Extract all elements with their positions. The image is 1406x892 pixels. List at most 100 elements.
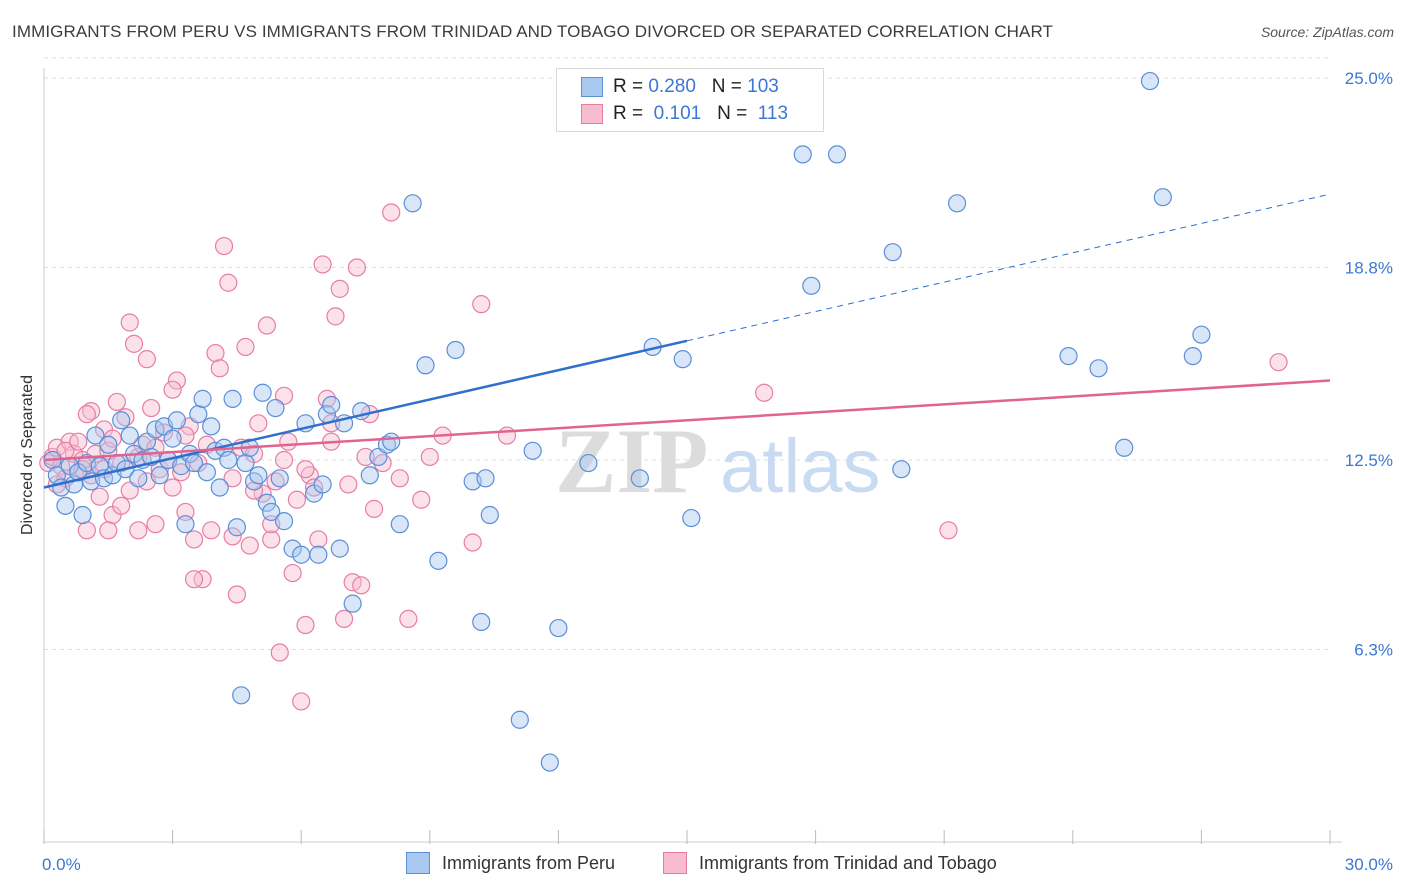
peru-point bbox=[150, 466, 169, 485]
peru-point bbox=[390, 515, 409, 534]
peru-point bbox=[403, 194, 422, 213]
trinidad-point bbox=[364, 499, 384, 518]
source-label: Source: ZipAtlas.com bbox=[1260, 24, 1394, 40]
legend-n-label: N = bbox=[717, 103, 748, 124]
peru-point bbox=[1183, 346, 1202, 366]
trinidad-point bbox=[210, 359, 229, 378]
peru-point bbox=[579, 453, 598, 473]
y-tick-label: 25.0% bbox=[1345, 69, 1393, 88]
legend-row-trinidad: R = 0.101 N = 113 bbox=[581, 102, 788, 126]
peru-point bbox=[793, 145, 812, 164]
trinidad-point bbox=[755, 383, 774, 402]
legend-r-label: R = bbox=[613, 76, 644, 97]
x-tick-label: 0.0% bbox=[42, 855, 81, 874]
trinidad-point bbox=[939, 521, 958, 540]
trinidad-point bbox=[313, 255, 332, 274]
watermark-zip: ZIP bbox=[555, 410, 708, 512]
trinidad-point bbox=[347, 258, 367, 277]
trinidad-point bbox=[142, 398, 161, 418]
trend-lines bbox=[43, 193, 1331, 489]
trinidad-point bbox=[184, 570, 204, 589]
trinidad-point bbox=[184, 530, 204, 549]
trinidad-point bbox=[309, 530, 328, 549]
y-tick-label: 6.3% bbox=[1354, 640, 1393, 659]
peru-point bbox=[99, 435, 118, 454]
legend-swatch-trinidad bbox=[581, 104, 603, 124]
trinidad-point bbox=[223, 469, 242, 488]
peru-point bbox=[266, 398, 285, 418]
trinidad-point bbox=[77, 405, 96, 424]
peru-point bbox=[416, 356, 435, 375]
trinidad-point bbox=[1269, 353, 1288, 372]
peru-point bbox=[253, 383, 272, 402]
bottom-legend: Immigrants from Peru Immigrants from Tri… bbox=[0, 852, 1406, 878]
trinidad-point bbox=[326, 307, 345, 326]
peru-point bbox=[189, 405, 208, 424]
trinidad-point bbox=[249, 414, 268, 433]
peru-point bbox=[630, 469, 649, 488]
peru-point bbox=[549, 618, 568, 638]
x-tick-label: 30.0% bbox=[1345, 855, 1393, 874]
peru-point bbox=[202, 417, 221, 436]
trinidad-point bbox=[399, 609, 418, 629]
trinidad-point bbox=[236, 337, 255, 357]
peru-point bbox=[236, 453, 255, 473]
bottom-legend-swatch-peru bbox=[406, 852, 430, 874]
trinidad-point bbox=[330, 279, 349, 298]
peru-point bbox=[210, 478, 229, 497]
peru-point bbox=[232, 686, 251, 705]
peru-point bbox=[262, 502, 281, 522]
peru-point bbox=[1115, 438, 1134, 457]
y-tick-label: 18.8% bbox=[1345, 258, 1393, 277]
trinidad-point bbox=[283, 563, 302, 583]
bottom-legend-swatch-trinidad bbox=[663, 852, 687, 874]
trinidad-point bbox=[112, 496, 131, 515]
peru-point bbox=[330, 539, 349, 558]
peru-point bbox=[523, 441, 542, 460]
trinidad-point bbox=[296, 615, 315, 635]
peru-point bbox=[446, 340, 465, 360]
peru-point bbox=[322, 395, 341, 415]
trinidad-point bbox=[382, 203, 401, 222]
trinidad-point bbox=[219, 273, 238, 292]
peru-point bbox=[56, 496, 75, 515]
trinidad-point bbox=[146, 515, 165, 534]
trinidad-point bbox=[163, 478, 182, 497]
trinidad-point bbox=[352, 576, 371, 595]
peru-point bbox=[120, 426, 139, 445]
peru-point bbox=[274, 512, 294, 531]
legend-r-label: R = bbox=[613, 103, 644, 124]
bottom-legend-trinidad: Immigrants from Trinidad and Tobago bbox=[663, 852, 997, 874]
series-trinidad-points bbox=[39, 203, 1288, 711]
peru-point bbox=[892, 460, 911, 479]
peru-point bbox=[429, 551, 448, 570]
peru-point bbox=[197, 463, 216, 482]
tick-labels: 25.0% 18.8% 12.5% 6.3% 0.0% 30.0% bbox=[42, 69, 1393, 874]
peru-point bbox=[510, 710, 529, 729]
trinidad-point bbox=[202, 521, 221, 540]
trinidad-point bbox=[339, 475, 358, 494]
peru-point bbox=[73, 505, 92, 525]
peru-point bbox=[947, 194, 967, 213]
bottom-legend-label-peru: Immigrants from Peru bbox=[442, 852, 616, 873]
peru-trend-line bbox=[43, 339, 688, 489]
peru-point bbox=[360, 466, 379, 485]
peru-point bbox=[802, 276, 821, 295]
trinidad-trend-line bbox=[43, 379, 1331, 462]
peru-point bbox=[343, 594, 362, 613]
trinidad-point bbox=[279, 432, 298, 451]
peru-point bbox=[827, 145, 847, 164]
legend-row-peru: R = 0.280 N = 103 bbox=[581, 75, 779, 99]
peru-point bbox=[309, 545, 328, 564]
trinidad-point bbox=[497, 426, 517, 445]
trinidad-point bbox=[206, 343, 225, 363]
trinidad-point bbox=[163, 380, 182, 399]
legend-swatch-peru bbox=[581, 77, 603, 97]
peru-point bbox=[167, 411, 186, 430]
peru-point bbox=[193, 389, 212, 408]
trinidad-point bbox=[270, 643, 289, 662]
trinidad-point bbox=[120, 313, 139, 332]
peru-point bbox=[292, 545, 311, 564]
trinidad-point bbox=[107, 392, 126, 412]
peru-point bbox=[1089, 359, 1108, 378]
